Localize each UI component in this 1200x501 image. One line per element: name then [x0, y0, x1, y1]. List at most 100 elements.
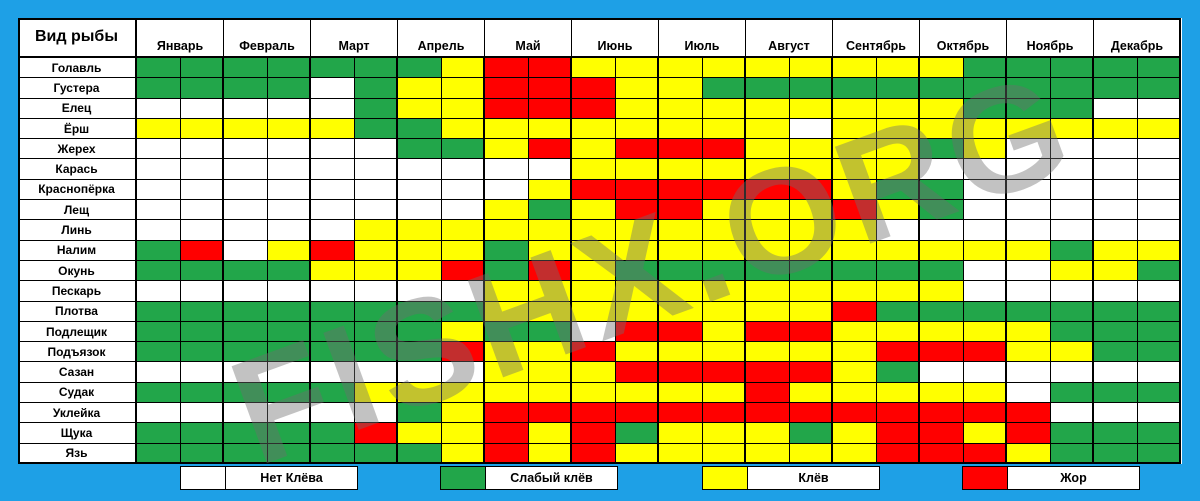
heatmap-cell [398, 118, 442, 140]
heatmap-cell [354, 342, 398, 363]
heatmap-cell [615, 98, 659, 119]
heatmap-cell [920, 98, 964, 119]
heatmap-cell [1050, 58, 1094, 79]
heatmap-cell [833, 403, 877, 424]
heatmap-cell [702, 98, 746, 119]
species-name: Судак [18, 382, 137, 404]
heatmap-cell [702, 220, 746, 241]
heatmap-cell [659, 118, 703, 140]
heatmap-cell [528, 281, 572, 302]
heatmap-cell [137, 179, 181, 201]
heatmap-cell [572, 382, 616, 404]
species-name: Щука [18, 423, 137, 444]
heatmap-cell [702, 342, 746, 363]
heatmap-cell [1050, 321, 1094, 343]
heatmap-cell [1094, 260, 1138, 282]
heatmap-cell [1137, 382, 1181, 404]
heatmap-cell [702, 301, 746, 322]
heatmap-cell [876, 220, 920, 241]
heatmap-cell [1137, 403, 1181, 424]
heatmap-cell [920, 139, 964, 160]
heatmap-cell [267, 240, 311, 261]
heatmap-cell [398, 220, 442, 241]
heatmap-cell [441, 382, 485, 404]
heatmap-cell [963, 98, 1007, 119]
heatmap-cell [702, 443, 746, 464]
heatmap-cell [224, 220, 268, 241]
heatmap-cell [963, 443, 1007, 464]
heatmap-cell [1137, 98, 1181, 119]
heatmap-cell [528, 58, 572, 79]
heatmap-cell [789, 321, 833, 343]
heatmap-cell [1094, 220, 1138, 241]
heatmap-cell [963, 240, 1007, 261]
heatmap-cell [311, 139, 355, 160]
heatmap-cell [1007, 139, 1051, 160]
heatmap-cell [1094, 58, 1138, 79]
heatmap-cell [572, 443, 616, 464]
heatmap-cell [963, 321, 1007, 343]
heatmap-cell [137, 58, 181, 79]
heatmap-cell [398, 200, 442, 221]
species-name: Густера [18, 78, 137, 99]
month-header: Июнь [572, 18, 659, 58]
heatmap-cell [963, 382, 1007, 404]
heatmap-cell [441, 321, 485, 343]
heatmap-cell [311, 78, 355, 99]
heatmap-cell [267, 403, 311, 424]
heatmap-cell [572, 403, 616, 424]
heatmap-cell [920, 159, 964, 180]
heatmap-cell [615, 78, 659, 99]
heatmap-cell [702, 321, 746, 343]
heatmap-cell [137, 98, 181, 119]
heatmap-cell [702, 240, 746, 261]
heatmap-cell [876, 200, 920, 221]
legend-item: Нет Клёва [180, 466, 358, 490]
legend-label: Нет Клёва [260, 471, 323, 485]
heatmap-cell [311, 423, 355, 444]
heatmap-cell [746, 98, 790, 119]
heatmap-cell [354, 220, 398, 241]
heatmap-cell [833, 342, 877, 363]
heatmap-cell [1094, 382, 1138, 404]
month-header: Июль [659, 18, 746, 58]
heatmap-cell [615, 281, 659, 302]
species-name: Уклейка [18, 403, 137, 424]
legend-label: Слабый клёв [510, 471, 593, 485]
heatmap-cell [267, 139, 311, 160]
heatmap-cell [224, 382, 268, 404]
heatmap-cell [485, 362, 529, 383]
heatmap-cell [398, 240, 442, 261]
heatmap-cell [398, 403, 442, 424]
heatmap-cell [354, 240, 398, 261]
heatmap-cell [1050, 118, 1094, 140]
heatmap-cell [1094, 321, 1138, 343]
heatmap-cell [702, 78, 746, 99]
legend-label: Жор [1060, 471, 1087, 485]
heatmap-cell [311, 179, 355, 201]
heatmap-cell [137, 159, 181, 180]
species-column-header: Вид рыбы [18, 18, 137, 58]
heatmap-cell [1007, 240, 1051, 261]
heatmap-cell [398, 301, 442, 322]
heatmap-cell [485, 78, 529, 99]
heatmap-cell [1007, 220, 1051, 241]
heatmap-cell [920, 200, 964, 221]
heatmap-cell [1007, 403, 1051, 424]
heatmap-cell [876, 78, 920, 99]
month-header: Ноябрь [1007, 18, 1094, 58]
heatmap-cell [920, 179, 964, 201]
heatmap-cell [441, 342, 485, 363]
heatmap-cell [876, 98, 920, 119]
heatmap-cell [572, 200, 616, 221]
heatmap-cell [833, 139, 877, 160]
legend-item: Клёв [702, 466, 880, 490]
heatmap-cell [920, 382, 964, 404]
heatmap-cell [311, 443, 355, 464]
heatmap-cell [1137, 443, 1181, 464]
heatmap-cell [746, 321, 790, 343]
heatmap-cell [746, 220, 790, 241]
heatmap-cell [528, 423, 572, 444]
heatmap-cell [1094, 179, 1138, 201]
heatmap-cell [485, 200, 529, 221]
